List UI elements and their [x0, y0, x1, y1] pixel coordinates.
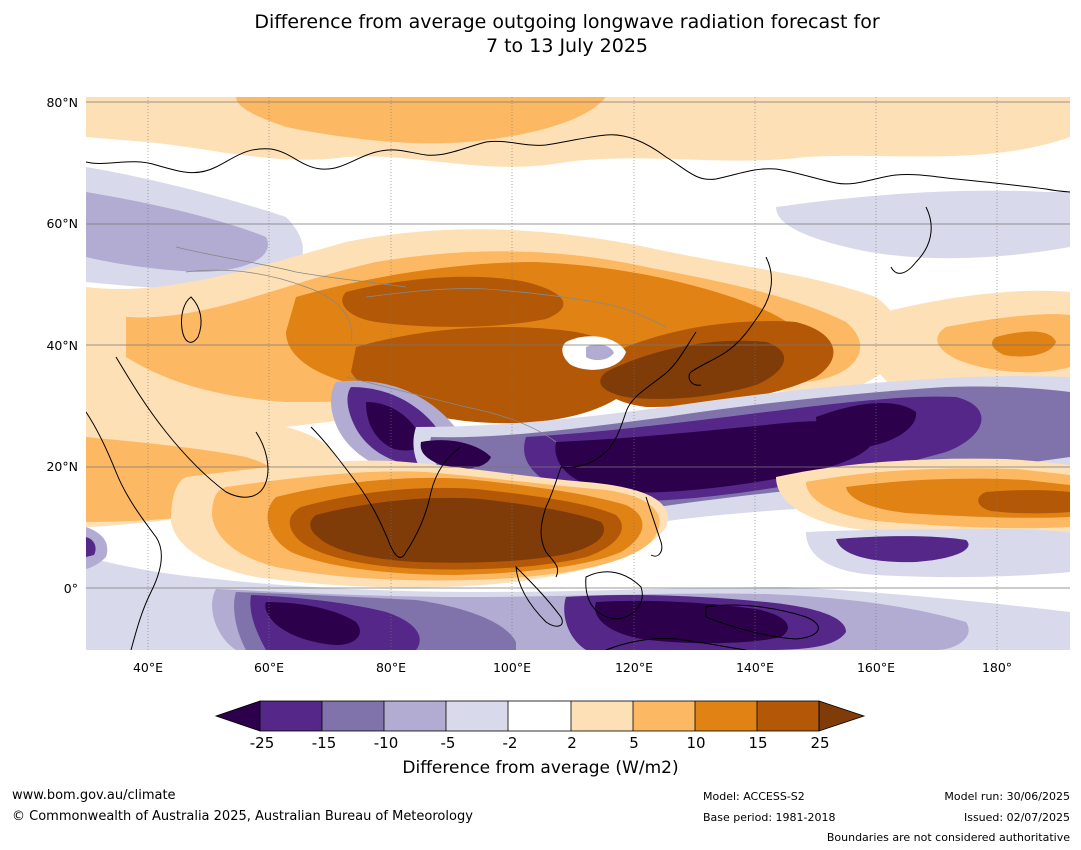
colorbar [214, 700, 866, 732]
anomaly-region-cpac-brown [978, 490, 1070, 514]
colorbar-tick: -25 [249, 734, 275, 752]
border-china-mongolia [365, 288, 667, 328]
anomaly-region-epac-purple [836, 536, 969, 563]
colorbar-label: Difference from average (W/m2) [402, 758, 679, 778]
colorbar-tick: 2 [567, 734, 577, 752]
anomaly-region-japan-dark-brown [600, 340, 785, 399]
coast-india [310, 426, 462, 558]
colorbar-tick: 5 [629, 734, 639, 752]
anomaly-region-indian-dark-brown [310, 497, 605, 563]
colorbar-extend-high [818, 700, 866, 732]
border-central-asia [185, 269, 353, 343]
lon-label-120e: 120°E [614, 660, 653, 675]
border-russia-kazakhstan [175, 246, 407, 288]
footer-base-period: Base period: 1981-2018 [703, 811, 836, 824]
anomaly-region-africa-purple [86, 527, 108, 569]
anomaly-region-tibet-deep-purple [366, 402, 422, 451]
coast-borneo [585, 571, 643, 620]
coast-arabia [115, 356, 269, 498]
lon-label-180: 180° [981, 660, 1013, 675]
lon-label-40e: 40°E [132, 660, 164, 675]
colorbar-bin-m10-m5 [384, 701, 446, 731]
ocean-map [86, 97, 1070, 650]
lon-label-80e: 80°E [375, 660, 407, 675]
title-line-2: 7 to 13 July 2025 [485, 35, 649, 57]
coast-new-guinea [705, 604, 819, 640]
coast-indochina [540, 466, 562, 578]
border-china-south [345, 376, 557, 443]
colorbar-tick: -10 [373, 734, 399, 752]
coast-africa-east [86, 411, 162, 650]
chart-title: Difference from average outgoing longwav… [0, 10, 1081, 58]
coast-eurasia-north [86, 134, 1070, 193]
colorbar-tick: -15 [311, 734, 337, 752]
lon-label-160e: 160°E [856, 660, 895, 675]
anomaly-region-south-darkest-purple [265, 602, 360, 645]
anomaly-region-wpac-east-deep-purple [816, 402, 917, 448]
coast-caspian [181, 296, 202, 343]
anomaly-region-mongolia-brown [342, 276, 564, 327]
coast-sumatra [515, 565, 563, 627]
anomaly-region-siberia-lavender [776, 190, 1070, 259]
anomaly-region-pacific-dark-orange [992, 331, 1056, 357]
colorbar-extend-low [214, 700, 261, 732]
colorbar-outline [259, 700, 820, 732]
footer-model: Model: ACCESS-S2 [703, 790, 805, 803]
colorbar-dividers [321, 701, 758, 731]
colorbar-tick: -5 [440, 734, 456, 752]
coast-kamchatka [890, 206, 932, 274]
colorbar-tick: 10 [686, 734, 706, 752]
colorbar-svg [214, 700, 866, 732]
gridlines [147, 97, 998, 650]
anomaly-region-gobi-lavender [586, 344, 614, 361]
colorbar-bin-5-10 [633, 701, 695, 731]
colorbar-tick: 25 [810, 734, 830, 752]
footer-model-run: Model run: 30/06/2025 [944, 790, 1070, 803]
anomaly-region-africa-deep-purple [86, 537, 96, 557]
footer-disclaimer: Boundaries are not considered authoritat… [826, 831, 1070, 844]
anomaly-map-svg [86, 97, 1070, 650]
colorbar-bin-10-15 [695, 701, 757, 731]
country-borders [175, 246, 667, 443]
colorbar-tick: -2 [502, 734, 518, 752]
anomaly-region-arctic-orange [236, 97, 606, 144]
coastlines [86, 134, 1070, 650]
footer-issued: Issued: 02/07/2025 [963, 811, 1070, 824]
anomaly-region-maritime-darkest-purple [595, 600, 788, 644]
colorbar-bin-m5-m2 [446, 701, 508, 731]
colorbar-tick: 15 [748, 734, 768, 752]
title-line-1: Difference from average outgoing longwav… [254, 11, 880, 33]
anomaly-region-bengal-deep-purple [420, 440, 491, 469]
lat-label-60n: 60°N [46, 216, 78, 231]
coast-australia-north [605, 638, 747, 650]
lon-label-60e: 60°E [253, 660, 285, 675]
anomaly-region-europe-purple [86, 192, 268, 272]
lat-label-40n: 40°N [46, 338, 78, 353]
colorbar-bin-2-5 [571, 701, 633, 731]
colorbar-bin-m15-m10 [322, 701, 384, 731]
footer-copyright: © Commonwealth of Australia 2025, Austra… [12, 809, 473, 824]
coast-japan [688, 256, 772, 386]
lon-label-100e: 100°E [492, 660, 531, 675]
lon-label-140e: 140°E [735, 660, 774, 675]
lat-label-0: 0° [63, 581, 78, 596]
lat-label-20n: 20°N [46, 459, 78, 474]
colorbar-bin-m25-m15 [260, 701, 322, 731]
coast-philippines [645, 496, 663, 557]
footer-url: www.bom.gov.au/climate [12, 788, 176, 803]
colorbar-bin-15-25 [757, 701, 819, 731]
coast-korea-china [560, 331, 697, 468]
colorbar-bin-m2-2 [508, 701, 571, 731]
lat-label-80n: 80°N [46, 95, 78, 110]
